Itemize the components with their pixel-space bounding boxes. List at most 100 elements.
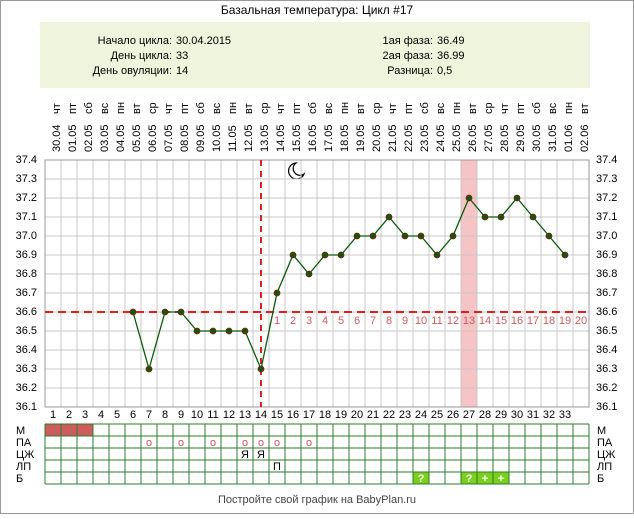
info-value: 30.04.2015 xyxy=(176,35,231,47)
y-tick-label-right: 37.3 xyxy=(596,173,617,185)
temperature-point xyxy=(417,232,425,240)
date-label: 02.06 xyxy=(579,124,591,152)
y-tick-label: 37.3 xyxy=(16,173,37,185)
y-tick-label: 36.8 xyxy=(16,268,37,280)
cell-fill xyxy=(45,424,61,436)
y-tick-label-right: 36.9 xyxy=(596,249,617,261)
y-tick-label: 36.1 xyxy=(16,401,37,413)
date-label: 15.05 xyxy=(291,124,303,152)
weekday-label: пт xyxy=(403,103,415,114)
date-label: 22.05 xyxy=(403,124,415,152)
date-label: 06.05 xyxy=(147,124,159,152)
y-tick-label-right: 37.4 xyxy=(596,154,617,166)
weekday-label: ср xyxy=(259,102,271,114)
phase2-day: 20 xyxy=(575,315,587,327)
row-label-right: ЦЖ xyxy=(597,449,615,461)
temperature-point xyxy=(497,213,505,221)
x-tick-label: 16 xyxy=(287,409,299,421)
weekday-label: пт xyxy=(67,103,79,114)
row-label: Б xyxy=(16,473,23,485)
weekday-label: сб xyxy=(83,102,95,114)
weekday-label: вт xyxy=(355,103,367,114)
cell-text: o xyxy=(210,437,216,449)
x-tick-label: 1 xyxy=(50,409,56,421)
cell-fill xyxy=(477,472,493,484)
cell-fill xyxy=(493,472,509,484)
weekday-label: пт xyxy=(515,103,527,114)
cell-text: П xyxy=(273,461,281,473)
x-tick-label: 21 xyxy=(367,409,379,421)
phase2-day: 4 xyxy=(322,315,328,327)
y-tick-label: 36.5 xyxy=(16,325,37,337)
info-box xyxy=(40,22,590,88)
weekday-label: чт xyxy=(51,103,63,114)
x-tick-label: 33 xyxy=(559,409,571,421)
phase2-day: 13 xyxy=(463,315,475,327)
temperature-point xyxy=(145,365,153,373)
weekday-label: вт xyxy=(579,103,591,114)
date-label: 21.05 xyxy=(387,124,399,152)
y-tick-label: 36.2 xyxy=(16,382,37,394)
weekday-label: ср xyxy=(371,102,383,114)
temperature-point xyxy=(129,308,137,316)
x-tick-label: 30 xyxy=(511,409,523,421)
y-tick-label-right: 36.8 xyxy=(596,268,617,280)
info-value: 33 xyxy=(176,50,188,62)
date-label: 01.06 xyxy=(563,124,575,152)
temperature-point xyxy=(337,251,345,259)
plot-border xyxy=(44,159,590,408)
x-tick-label: 26 xyxy=(447,409,459,421)
phase2-day: 15 xyxy=(495,315,507,327)
row-label-right: М xyxy=(597,425,606,437)
weekday-label: пт xyxy=(179,103,191,114)
x-tick-label: 18 xyxy=(319,409,331,421)
date-label: 10.05 xyxy=(211,124,223,152)
weekday-label: пн xyxy=(227,102,239,114)
weekday-label: вс xyxy=(435,102,447,114)
y-tick-label: 36.4 xyxy=(16,344,37,356)
temperature-point xyxy=(321,251,329,259)
cell-text: o xyxy=(146,437,152,449)
x-tick-label: 2 xyxy=(66,409,72,421)
phase2-day: 18 xyxy=(543,315,555,327)
date-label: 26.05 xyxy=(467,124,479,152)
phase2-day: 10 xyxy=(415,315,427,327)
date-label: 28.05 xyxy=(499,124,511,152)
date-label: 01.05 xyxy=(67,124,79,152)
cell-text: Я xyxy=(257,449,265,461)
cell-text: + xyxy=(498,473,504,485)
x-tick-label: 11 xyxy=(207,409,218,421)
x-tick-label: 7 xyxy=(146,409,152,421)
phase2-day: 6 xyxy=(354,315,360,327)
info-value: 36.49 xyxy=(437,35,465,47)
date-label: 14.05 xyxy=(275,124,287,152)
phase2-day: 7 xyxy=(370,315,376,327)
temperature-point xyxy=(177,308,185,316)
date-label: 24.05 xyxy=(435,124,447,152)
temperature-point xyxy=(401,232,409,240)
temperature-point xyxy=(481,213,489,221)
date-label: 03.05 xyxy=(99,124,111,152)
weekday-label: сб xyxy=(307,102,319,114)
x-tick-label: 20 xyxy=(351,409,363,421)
temperature-point xyxy=(209,327,217,335)
cell-text: Я xyxy=(241,449,249,461)
date-label: 20.05 xyxy=(371,124,383,152)
date-label: 17.05 xyxy=(323,124,335,152)
row-label: ЛП xyxy=(16,461,31,473)
temperature-point xyxy=(241,327,249,335)
weekday-label: ср xyxy=(483,102,495,114)
y-tick-label-right: 36.2 xyxy=(596,382,617,394)
y-tick-label: 36.3 xyxy=(16,363,37,375)
row-label-right: ЛП xyxy=(597,461,612,473)
y-tick-label: 37.0 xyxy=(16,230,37,242)
temperature-point xyxy=(465,194,473,202)
phase2-day: 17 xyxy=(527,315,539,327)
temperature-point xyxy=(225,327,233,335)
x-tick-label: 23 xyxy=(399,409,411,421)
date-label: 11.05 xyxy=(227,125,239,152)
temperature-point xyxy=(161,308,169,316)
row-label: М xyxy=(16,425,25,437)
info-label: Начало цикла: xyxy=(98,35,172,47)
weekday-label: чт xyxy=(499,103,511,114)
